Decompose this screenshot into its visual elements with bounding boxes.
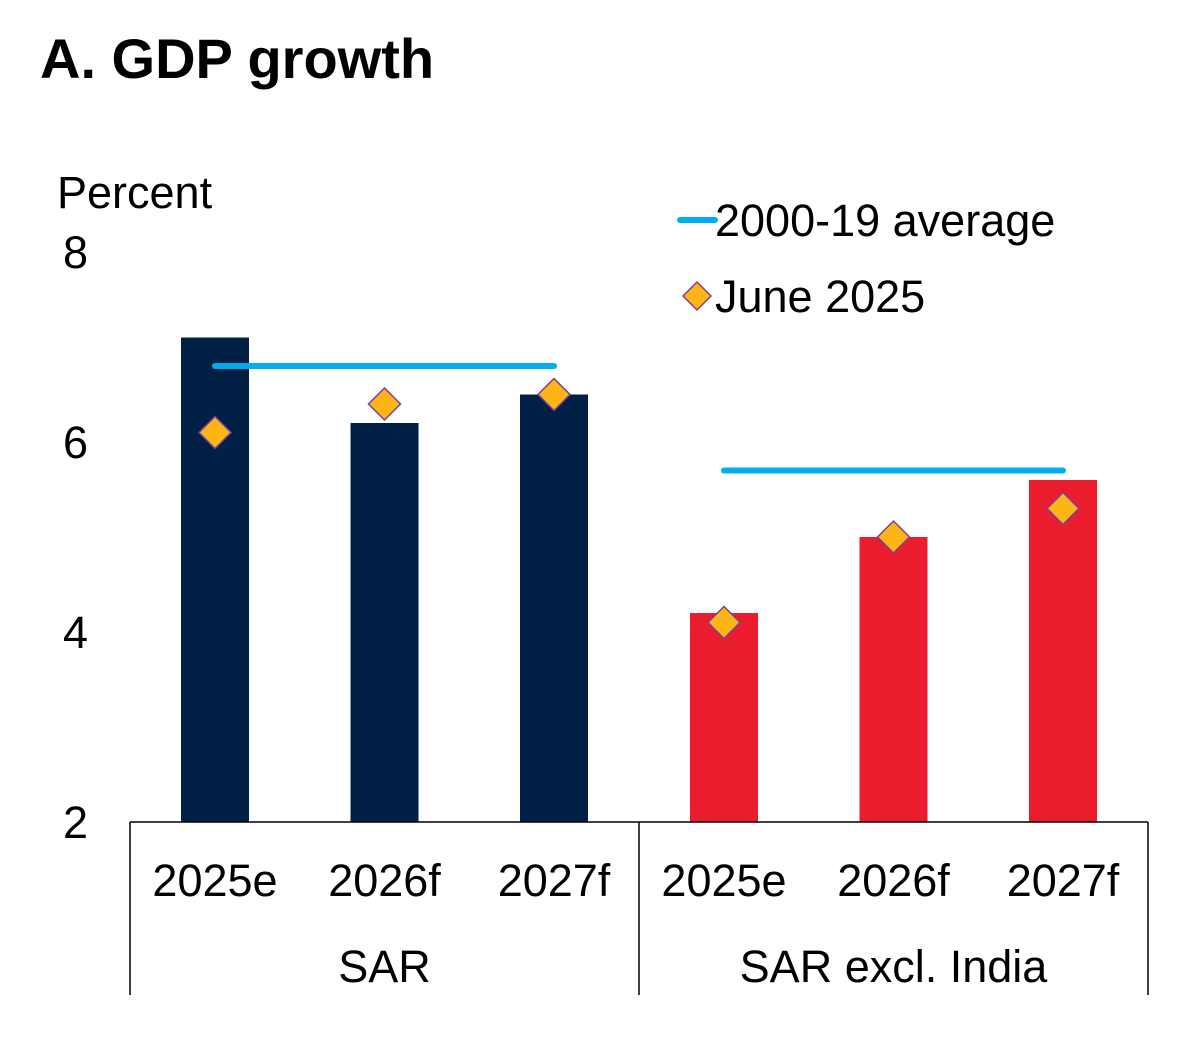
chart-title: A. GDP growth — [40, 27, 434, 90]
x-tick-label: 2025e — [661, 855, 786, 906]
june-2025-marker — [1045, 491, 1081, 526]
bar-sar-2026f — [350, 423, 419, 822]
bar-sar-2027f — [520, 394, 588, 822]
legend-diamond-icon — [681, 280, 713, 312]
x-tick-label: 2026f — [837, 855, 950, 906]
june-2025-marker — [197, 415, 233, 450]
y-tick-label: 8 — [63, 227, 88, 278]
bar-sar-excl-india-2026f — [859, 537, 928, 822]
june-2025-marker — [367, 386, 402, 422]
y-axis-label: Percent — [57, 167, 213, 218]
y-tick-label: 6 — [63, 417, 88, 468]
june-2025-marker — [706, 605, 742, 640]
june-2025-marker — [876, 519, 911, 555]
y-tick-label: 4 — [63, 607, 88, 658]
legend-average-label: 2000-19 average — [715, 195, 1055, 246]
june-2025-marker — [536, 377, 572, 412]
group-label: SAR — [338, 941, 431, 992]
group-label: SAR excl. India — [740, 941, 1049, 992]
x-tick-label: 2025e — [152, 855, 277, 906]
bar-sar-excl-india-2025e — [690, 613, 758, 822]
bar-sar-2025e — [181, 337, 249, 822]
x-tick-label: 2027f — [1007, 855, 1120, 906]
legend-june-label: June 2025 — [715, 271, 925, 322]
x-tick-label: 2026f — [328, 855, 441, 906]
bar-sar-excl-india-2027f — [1029, 480, 1097, 822]
x-tick-label: 2027f — [498, 855, 611, 906]
y-tick-label: 2 — [63, 797, 88, 848]
